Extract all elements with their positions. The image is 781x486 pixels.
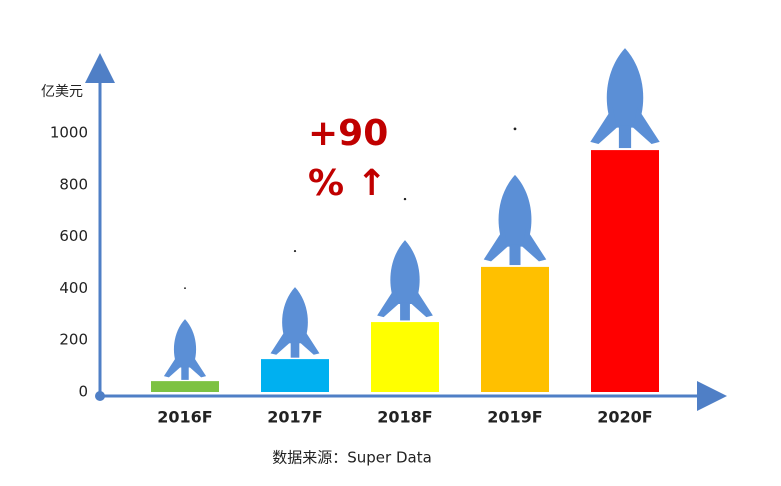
rocket-body [173,319,197,368]
y-tick-label: 800 [59,175,88,193]
x-tick-label: 2019F [487,408,542,427]
rocket-fin [483,228,508,262]
bar [591,150,659,392]
bar [481,266,549,392]
rocket-fin [270,328,290,355]
dot [293,250,297,253]
rocket-fin [377,287,399,318]
rocket [590,48,660,149]
rocket [270,250,320,358]
rocket-body [498,174,532,247]
rocket-fin [163,355,181,378]
rocket-nozzle [509,244,521,266]
dot [403,197,407,201]
rocket-nozzle [290,341,300,358]
rocket-nozzle [618,125,632,149]
axis-origin [95,391,105,401]
rocket-fin [300,328,320,355]
bar [371,322,439,392]
y-axis-label: 亿美元 [41,84,83,100]
rocket-fin [411,287,433,318]
rocket-nozzle [400,302,410,321]
rocket [377,197,433,321]
rocket-fin [522,228,547,262]
dot [184,287,186,290]
x-tick-label: 2017F [267,408,322,427]
bar [151,381,219,392]
rocket-body [282,287,308,344]
rocket [163,287,207,380]
dot [513,127,517,131]
x-tick-label: 2020F [597,408,652,427]
annotation-line: % ↑ [308,163,387,204]
rocket-fin [590,107,617,144]
y-tick-label: 600 [59,227,88,245]
annotation: +90 % ↑ [308,113,388,204]
rocket-fin [189,355,207,378]
y-tick-label: 400 [59,279,88,297]
x-tick-label: 2018F [377,408,432,427]
rocket-fin [633,107,660,144]
y-tick-label: 0 [78,383,88,401]
rocket-nozzle [181,366,189,380]
annotation-line: +90 [308,113,388,154]
rocket [483,127,547,266]
rocket-body [606,48,644,128]
source: 数据来源：Super Data [272,449,432,467]
bar [261,359,329,392]
rocket-body [390,240,420,305]
x-tick-label: 2016F [157,408,212,427]
y-tick-label: 200 [59,331,88,349]
y-tick-label: 1000 [50,124,88,142]
